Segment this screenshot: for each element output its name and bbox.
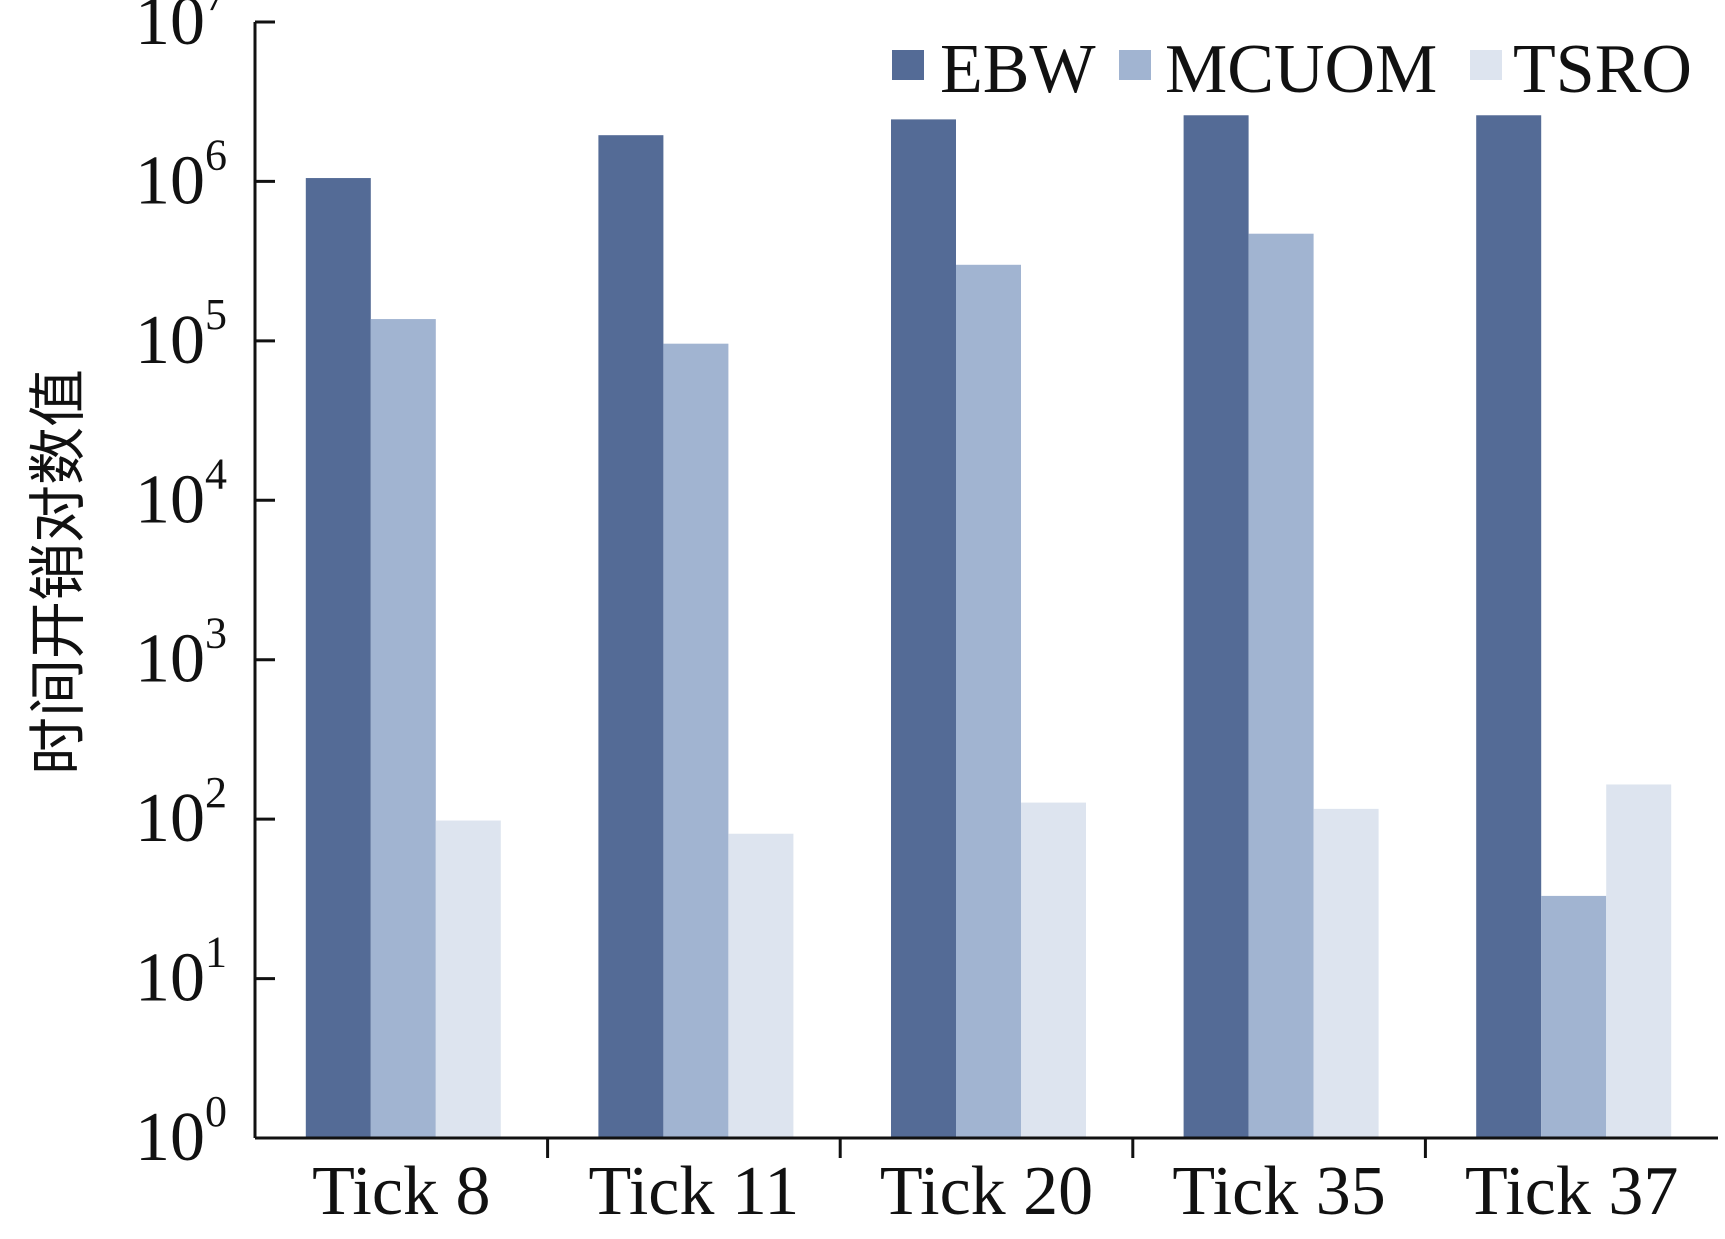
y-tick-base: 10 <box>135 461 205 538</box>
bar-ebw-tick-20 <box>891 119 956 1138</box>
legend-swatch-mcuom <box>1119 50 1151 80</box>
y-tick-base: 10 <box>135 302 205 379</box>
y-tick-exponent: 2 <box>205 768 227 817</box>
bar-tsro-tick-35 <box>1313 808 1379 1138</box>
y-tick-label: 104 <box>135 449 227 538</box>
x-tick-label: Tick 8 <box>312 1153 490 1230</box>
bar-tsro-tick-11 <box>728 833 794 1138</box>
y-tick-label: 106 <box>135 130 227 219</box>
bar-mcuom-tick-20 <box>956 264 1021 1138</box>
bar-tsro-tick-8 <box>435 820 501 1138</box>
y-axis-label: 时间开销对数值 <box>24 369 92 775</box>
y-tick-base: 10 <box>135 0 205 60</box>
y-tick-label: 101 <box>135 928 227 1017</box>
x-tick-label: Tick 37 <box>1465 1153 1678 1230</box>
legend-label-ebw: EBW <box>940 31 1096 108</box>
y-tick-base: 10 <box>135 940 205 1017</box>
y-tick-base: 10 <box>135 142 205 219</box>
bars <box>305 115 1672 1139</box>
y-tick-exponent: 7 <box>205 0 227 20</box>
y-tick-base: 10 <box>135 1099 205 1176</box>
bar-ebw-tick-11 <box>598 135 664 1138</box>
bar-mcuom-tick-8 <box>370 319 436 1139</box>
x-tick-label: Tick 20 <box>880 1153 1093 1230</box>
y-tick-label: 100 <box>135 1087 227 1176</box>
x-tick-label: Tick 35 <box>1172 1153 1385 1230</box>
y-tick-base: 10 <box>135 621 205 698</box>
y-tick-label: 105 <box>135 290 227 379</box>
bar-tsro-tick-20 <box>1021 802 1086 1138</box>
y-tick-exponent: 0 <box>205 1087 227 1136</box>
y-tick-exponent: 5 <box>205 290 227 339</box>
y-tick-label: 102 <box>135 768 227 857</box>
bar-mcuom-tick-35 <box>1248 233 1314 1138</box>
x-axis-ticks: Tick 8 Tick 11 Tick 20 Tick 35 Tick 37 <box>312 1138 1678 1230</box>
legend-label-mcuom: MCUOM <box>1165 31 1437 108</box>
bar-mcuom-tick-11 <box>663 343 729 1139</box>
y-axis-ticks: 100101102103104105106107 <box>135 0 275 1176</box>
bar-ebw-tick-35 <box>1183 115 1249 1139</box>
bar-ebw-tick-8 <box>305 178 371 1138</box>
y-tick-exponent: 4 <box>205 449 227 498</box>
bar-tsro-tick-37 <box>1606 784 1672 1138</box>
legend-swatch-tsro <box>1470 50 1502 80</box>
legend-label-tsro: TSRO <box>1513 31 1692 108</box>
bar-ebw-tick-37 <box>1476 115 1542 1139</box>
x-tick-label: Tick 11 <box>589 1153 800 1230</box>
legend-swatch-ebw <box>892 50 924 80</box>
y-tick-exponent: 1 <box>205 928 227 977</box>
y-tick-base: 10 <box>135 780 205 857</box>
legend: EBW MCUOM TSRO <box>892 31 1692 108</box>
bar-mcuom-tick-37 <box>1541 895 1607 1138</box>
y-tick-label: 107 <box>135 0 227 60</box>
y-tick-exponent: 3 <box>205 609 227 658</box>
y-tick-label: 103 <box>135 609 227 698</box>
y-tick-exponent: 6 <box>205 130 227 179</box>
